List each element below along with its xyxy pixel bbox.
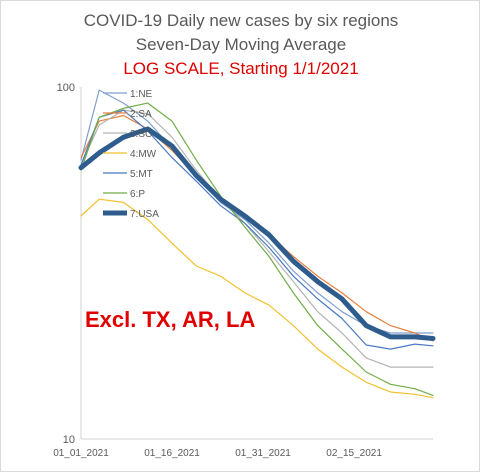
legend-entry: 4:MW [130,149,157,160]
x-tick-label: 01_16_2021 [144,448,200,459]
legend-entry: 3:SC [130,129,152,140]
x-tick-label: 01_01_2021 [53,448,109,459]
scale-note: LOG SCALE, Starting 1/1/2021 [123,59,359,78]
series-line-7-usa [78,126,436,341]
legend-entry: 7:USA [130,209,159,220]
legend-entry: 1:NE [130,89,153,100]
chart-title: COVID-19 Daily new cases by six regions [83,11,399,30]
series-line-3-sc [80,109,434,368]
x-tick-label: 02_15_2021 [326,448,382,459]
chart-subtitle: Seven-Day Moving Average [135,35,347,54]
series-line-6-p [80,102,434,396]
x-tick-label: 01_31_2021 [235,448,291,459]
legend-entry: 2:SA [130,109,152,120]
y-tick-label: 10 [63,434,75,446]
annotation-text: Excl. TX, AR, LA [85,307,255,332]
series-line-5-mt [80,109,434,350]
legend-entry: 6:P [130,189,145,200]
legend-entry: 5:MT [130,169,153,180]
y-tick-label: 100 [57,82,75,94]
series-line-4-mw [80,198,434,399]
